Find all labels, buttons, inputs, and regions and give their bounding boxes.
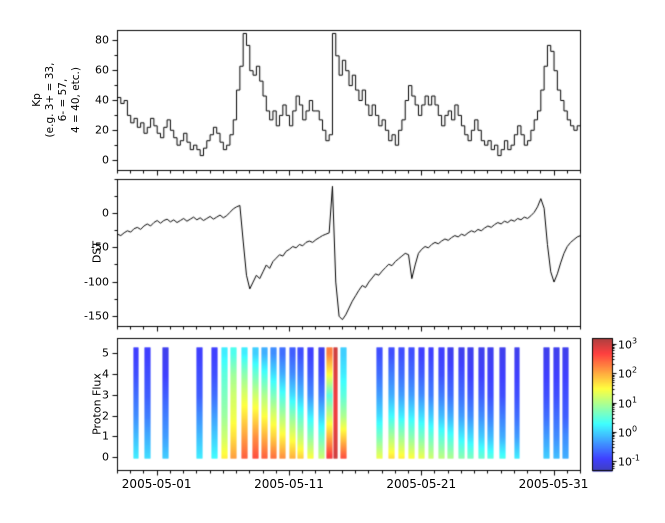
y-tick-label: -50 (91, 240, 109, 254)
proton-flux-axis-label: Proton Flux (90, 373, 104, 435)
kp-axis-label: Kp (e.g. 3+ = 33, 6- = 57, 4 = 40, etc.) (31, 63, 83, 138)
colorbar-tick-label: 10-1 (618, 453, 640, 469)
x-tick-label: 2005-05-11 (254, 477, 324, 491)
y-tick-label: 0 (102, 450, 109, 464)
colorbar-tick-label: 100 (618, 424, 638, 440)
kp-axis-label-line: 4 = 40, etc.) (70, 67, 82, 133)
x-tick-label: 2005-05-21 (386, 477, 457, 491)
y-tick-label: 0 (102, 153, 109, 167)
kp-axis-label-line: 6- = 57, (57, 78, 69, 122)
y-tick-label: 20 (95, 123, 109, 137)
kp-axis-label-line: (e.g. 3+ = 33, (44, 62, 56, 138)
y-tick-label: 2 (102, 409, 109, 423)
kp-axis-label-line: Kp (31, 93, 43, 107)
y-tick-label: -150 (84, 309, 109, 323)
x-tick-label: 2005-05-31 (518, 477, 589, 491)
y-tick-label: 3 (102, 388, 109, 402)
y-tick-label: 60 (95, 63, 109, 77)
y-tick-label: -100 (84, 275, 109, 289)
colorbar-tick-label: 102 (618, 365, 638, 381)
y-tick-label: 1 (102, 429, 109, 443)
colorbar-tick-label: 101 (618, 395, 638, 411)
y-tick-label: 4 (102, 367, 109, 381)
y-tick-label: 0 (102, 206, 109, 220)
y-tick-label: 5 (102, 346, 109, 360)
y-tick-label: 80 (95, 33, 109, 47)
x-tick-label: 2005-05-01 (121, 477, 192, 491)
colorbar-tick-label: 103 (618, 336, 638, 352)
y-tick-label: 40 (95, 93, 109, 107)
